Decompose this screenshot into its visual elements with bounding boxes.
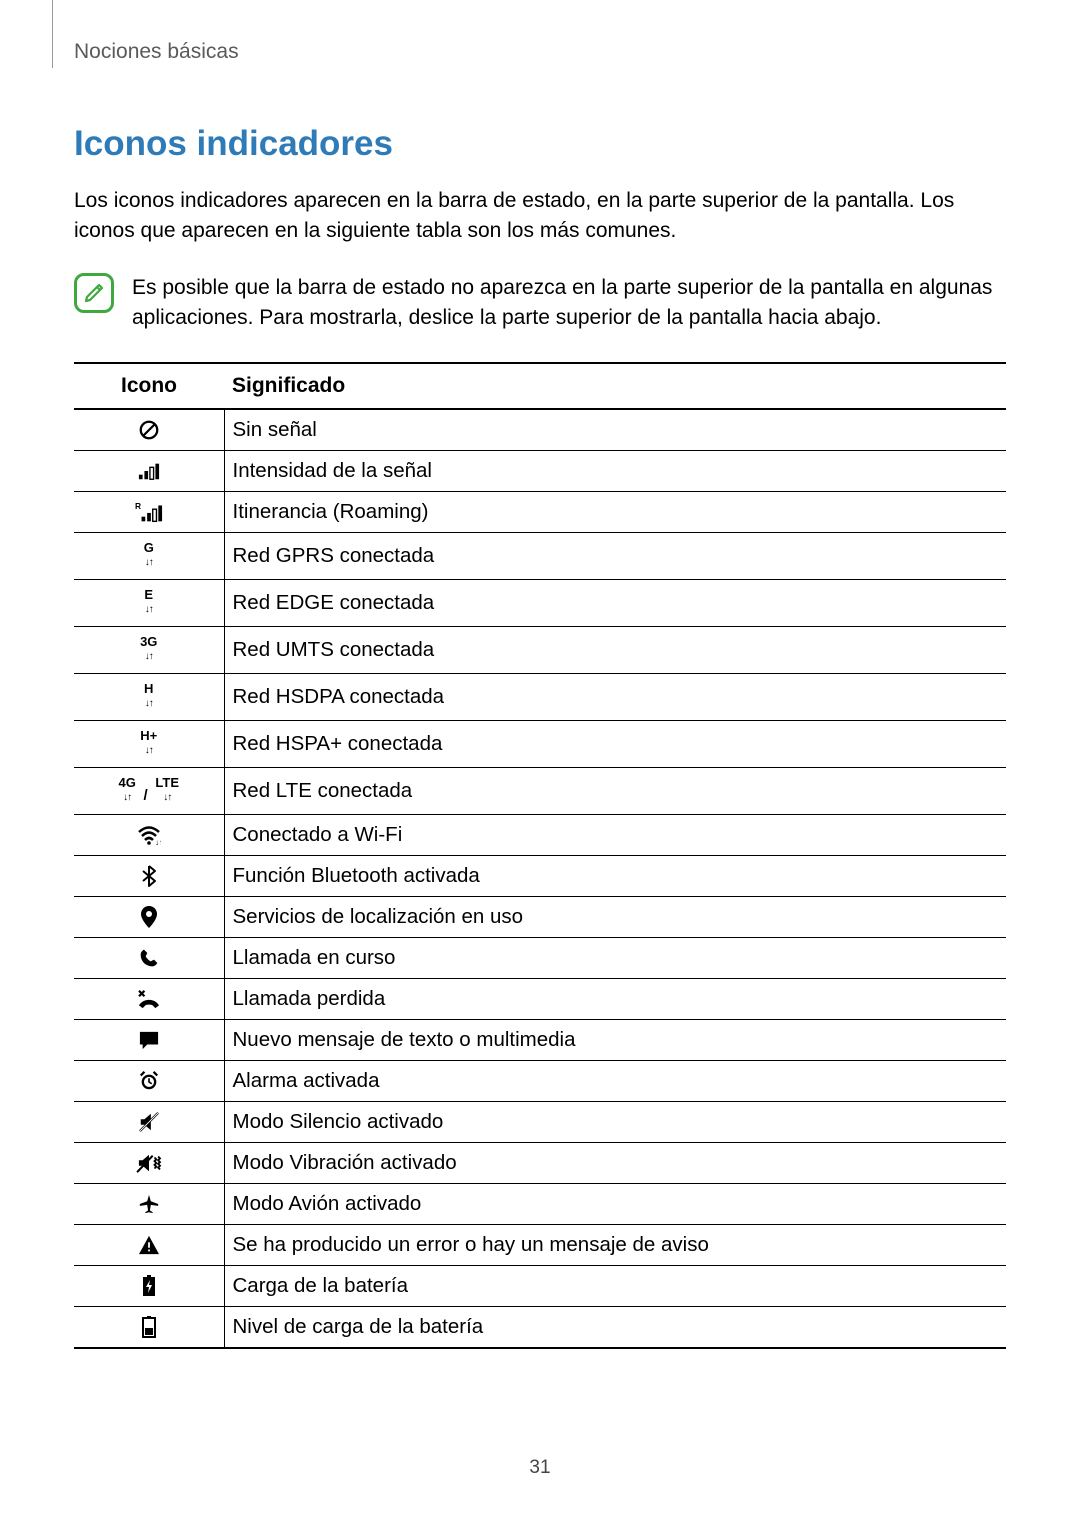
table-cell-label: Itinerancia (Roaming) <box>224 491 1006 532</box>
signal-strength-icon <box>74 450 224 491</box>
table-cell-label: Llamada perdida <box>224 978 1006 1019</box>
no-signal-icon <box>74 409 224 451</box>
table-row: Servicios de localización en uso <box>74 896 1006 937</box>
table-row: Sin señal <box>74 409 1006 451</box>
note-callout: Es posible que la barra de estado no apa… <box>74 273 1006 334</box>
page-number: 31 <box>0 1457 1080 1479</box>
table-row: 3G↓↑ Red UMTS conectada <box>74 626 1006 673</box>
table-row: Función Bluetooth activada <box>74 855 1006 896</box>
warning-icon <box>74 1224 224 1265</box>
svg-text:↓↑: ↓↑ <box>155 838 161 845</box>
table-cell-label: Modo Avión activado <box>224 1183 1006 1224</box>
table-cell-label: Modo Silencio activado <box>224 1101 1006 1142</box>
table-cell-label: Red EDGE conectada <box>224 579 1006 626</box>
table-row: E↓↑ Red EDGE conectada <box>74 579 1006 626</box>
table-cell-label: Red GPRS conectada <box>224 532 1006 579</box>
table-cell-label: Sin señal <box>224 409 1006 451</box>
vibrate-icon <box>74 1142 224 1183</box>
table-cell-label: Nivel de carga de la batería <box>224 1306 1006 1348</box>
table-cell-label: Modo Vibración activado <box>224 1142 1006 1183</box>
silent-icon <box>74 1101 224 1142</box>
lte-icon: 4G↓↑ / LTE↓↑ <box>74 767 224 814</box>
intro-paragraph: Los iconos indicadores aparecen en la ba… <box>74 186 1006 247</box>
table-row: R Itinerancia (Roaming) <box>74 491 1006 532</box>
table-cell-label: Carga de la batería <box>224 1265 1006 1306</box>
call-icon <box>74 937 224 978</box>
table-row: H+↓↑ Red HSPA+ conectada <box>74 720 1006 767</box>
table-row: Llamada en curso <box>74 937 1006 978</box>
table-row: Nuevo mensaje de texto o multimedia <box>74 1019 1006 1060</box>
edge-icon: E↓↑ <box>74 579 224 626</box>
table-cell-label: Se ha producido un error o hay un mensaj… <box>224 1224 1006 1265</box>
table-cell-label: Alarma activada <box>224 1060 1006 1101</box>
table-row: 4G↓↑ / LTE↓↑ Red LTE conectada <box>74 767 1006 814</box>
table-row: Nivel de carga de la batería <box>74 1306 1006 1348</box>
table-cell-label: Red UMTS conectada <box>224 626 1006 673</box>
table-cell-label: Nuevo mensaje de texto o multimedia <box>224 1019 1006 1060</box>
table-row: ↓↑ Conectado a Wi-Fi <box>74 814 1006 855</box>
bluetooth-icon <box>74 855 224 896</box>
hspa-plus-icon: H+↓↑ <box>74 720 224 767</box>
table-row: Modo Silencio activado <box>74 1101 1006 1142</box>
hsdpa-icon: H↓↑ <box>74 673 224 720</box>
missed-call-icon <box>74 978 224 1019</box>
table-row: Modo Avión activado <box>74 1183 1006 1224</box>
table-row: Modo Vibración activado <box>74 1142 1006 1183</box>
table-row: Llamada perdida <box>74 978 1006 1019</box>
table-row: Se ha producido un error o hay un mensaj… <box>74 1224 1006 1265</box>
table-header-meaning: Significado <box>224 363 1006 409</box>
table-header-icon: Icono <box>74 363 224 409</box>
wifi-icon: ↓↑ <box>74 814 224 855</box>
table-cell-label: Conectado a Wi-Fi <box>224 814 1006 855</box>
location-icon <box>74 896 224 937</box>
table-row: H↓↑ Red HSDPA conectada <box>74 673 1006 720</box>
table-row: Carga de la batería <box>74 1265 1006 1306</box>
table-cell-label: Red HSPA+ conectada <box>224 720 1006 767</box>
roaming-icon: R <box>74 491 224 532</box>
table-row: G↓↑ Red GPRS conectada <box>74 532 1006 579</box>
section-title: Iconos indicadores <box>74 124 1006 164</box>
table-cell-label: Llamada en curso <box>224 937 1006 978</box>
icons-table: Icono Significado Sin señal Intensidad d… <box>74 362 1006 1349</box>
note-pencil-icon <box>74 273 114 313</box>
message-icon <box>74 1019 224 1060</box>
battery-charging-icon <box>74 1265 224 1306</box>
table-cell-label: Red LTE conectada <box>224 767 1006 814</box>
umts-icon: 3G↓↑ <box>74 626 224 673</box>
table-row: Alarma activada <box>74 1060 1006 1101</box>
alarm-icon <box>74 1060 224 1101</box>
table-cell-label: Función Bluetooth activada <box>224 855 1006 896</box>
airplane-icon <box>74 1183 224 1224</box>
breadcrumb: Nociones básicas <box>74 40 1006 64</box>
table-cell-label: Intensidad de la señal <box>224 450 1006 491</box>
table-cell-label: Servicios de localización en uso <box>224 896 1006 937</box>
table-row: Intensidad de la señal <box>74 450 1006 491</box>
note-text: Es posible que la barra de estado no apa… <box>132 273 1006 334</box>
svg-text:R: R <box>135 502 141 512</box>
battery-level-icon <box>74 1306 224 1348</box>
gprs-icon: G↓↑ <box>74 532 224 579</box>
table-cell-label: Red HSDPA conectada <box>224 673 1006 720</box>
